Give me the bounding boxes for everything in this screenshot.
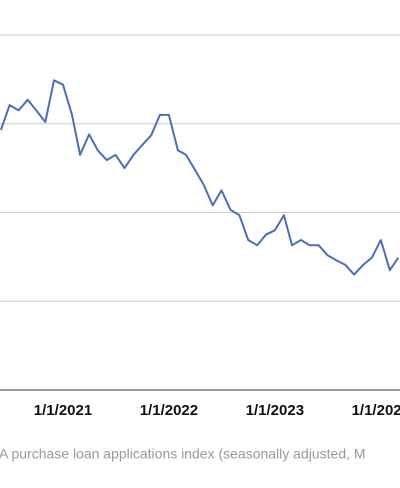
chart-caption: A purchase loan applications index (seas… (0, 446, 366, 462)
x-tick-label: 1/1/2022 (140, 402, 198, 419)
x-tick-label: 1/1/2021 (34, 402, 92, 419)
x-tick-label: 1/1/2024 (352, 402, 400, 419)
x-tick-label: 1/1/2023 (246, 402, 304, 419)
data-line (0, 79, 400, 276)
